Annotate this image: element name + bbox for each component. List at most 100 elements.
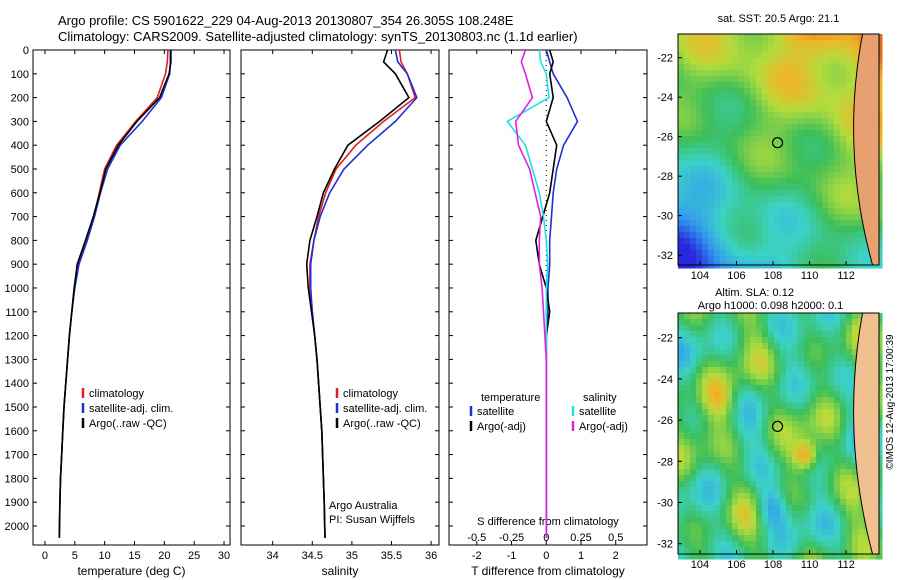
map-cell [816,421,823,428]
map-cell [828,475,835,482]
map-cell [744,517,751,524]
map-cell [816,511,823,518]
map-cell [732,517,739,524]
map-cell [828,331,835,338]
map-cell [684,208,691,215]
map-cell [798,331,805,338]
depth-tick-label: 200 [11,93,29,105]
map-cell [846,445,853,452]
map-cell [738,553,745,560]
map-cell [846,439,853,446]
map-cell [756,220,763,227]
depth-tick-label: 300 [11,116,29,128]
legend-label: satellite [579,406,616,418]
map-cell [702,469,709,476]
map-cell [768,46,775,53]
map-cell [804,373,811,380]
map-cell [762,493,769,500]
map-cell [816,391,823,398]
map-cell [816,46,823,53]
map-cell [822,547,829,554]
map-cell [744,349,751,356]
map-cell [834,391,841,398]
map-cell [708,313,715,320]
map-cell [708,196,715,203]
map-cell [780,355,787,362]
map-cell [822,319,829,326]
map-cell [708,76,715,83]
map-cell [762,499,769,506]
map-cell [690,415,697,422]
map-cell [834,415,841,422]
map-cell [828,457,835,464]
map-cell [738,178,745,185]
map-cell [780,88,787,95]
map-cell [846,487,853,494]
map-cell [690,457,697,464]
map-cell [768,208,775,215]
map-cell [732,403,739,410]
x-tick-label: 35.5 [381,550,402,562]
map-cell [780,106,787,113]
map-cell [702,214,709,221]
map-cell [720,319,727,326]
x-tick-label: 1 [578,550,584,562]
map-cell [846,154,853,161]
map-cell [750,202,757,209]
map-cell [786,214,793,221]
map-cell [780,148,787,155]
map-cell [726,403,733,410]
map-cell [822,439,829,446]
map-cell [834,154,841,161]
map-cell [804,58,811,65]
map-cell [816,397,823,404]
map-cell [768,34,775,41]
map-cell [774,94,781,101]
map-cell [726,34,733,41]
map-cell [750,190,757,197]
map-cell [726,337,733,344]
map-cell [786,154,793,161]
map-cell [816,124,823,131]
map-cell [762,184,769,191]
map-cell [792,172,799,179]
map-cell [678,64,685,71]
map-cell [768,517,775,524]
map-cell [744,493,751,500]
map-cell [810,94,817,101]
map-cell [696,160,703,167]
map-cell [732,469,739,476]
map-cell [846,319,853,326]
map-cell [714,355,721,362]
map-cell [774,256,781,263]
map-cell [762,124,769,131]
map-cell [780,505,787,512]
map-cell [768,475,775,482]
map-cell [762,250,769,257]
map-cell [846,349,853,356]
map-cell [780,52,787,59]
map-cell [708,409,715,416]
map-cell [726,391,733,398]
map-cell [852,553,859,560]
map-cell [798,361,805,368]
map-cell [696,184,703,191]
map-cell [750,433,757,440]
map-cell [792,208,799,215]
map-cell [786,475,793,482]
map-cell [684,52,691,59]
map-cell [870,553,877,560]
map-cell [834,433,841,440]
map-cell [768,481,775,488]
map-cell [846,547,853,554]
map-cell [780,511,787,518]
map-cell [816,142,823,149]
map-cell [708,148,715,155]
map-cell [834,505,841,512]
map-cell [720,166,727,173]
map-cell [828,397,835,404]
map-cell [798,367,805,374]
map-cell [822,124,829,131]
map-cell [714,154,721,161]
map-cell [828,142,835,149]
